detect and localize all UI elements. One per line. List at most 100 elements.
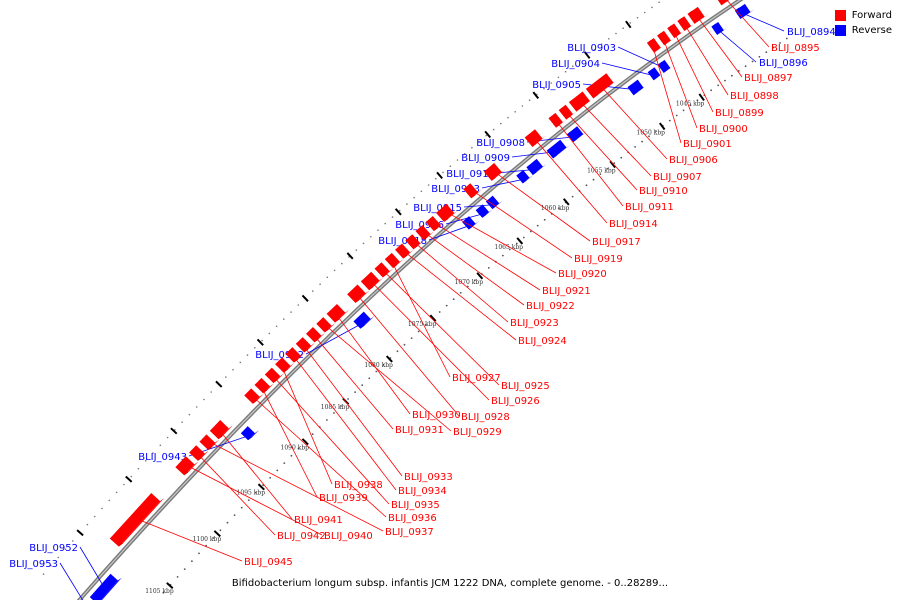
gene-face <box>475 204 490 218</box>
forward-gene <box>436 203 459 222</box>
inner-scale-dot <box>333 269 336 272</box>
leader-line <box>511 150 559 158</box>
inner-tick-mark <box>532 91 540 99</box>
scale-dot <box>417 330 420 333</box>
forward-gene-label: BLIJ_0900 <box>699 124 748 135</box>
reverse-gene-label: BLIJ_0904 <box>551 59 600 70</box>
inner-scale-dot <box>377 229 379 231</box>
inner-scale-dot <box>159 444 162 447</box>
inner-scale-dot <box>449 165 452 167</box>
leader-line <box>445 212 485 225</box>
leader-line <box>576 98 652 177</box>
leader-line <box>399 247 517 341</box>
inner-scale-dot <box>290 311 292 313</box>
forward-gene-label: BLIJ_0930 <box>412 410 461 421</box>
forward-gene <box>199 434 220 450</box>
inner-scale-dot <box>471 146 473 149</box>
inner-scale-dot <box>101 507 103 510</box>
inner-scale-dot <box>326 276 329 279</box>
scale-dot <box>226 521 229 524</box>
scale-dot <box>641 140 643 143</box>
leader-line <box>379 266 500 386</box>
scale-dot <box>744 65 747 68</box>
leader-line <box>216 426 293 520</box>
forward-gene-label: BLIJ_0940 <box>324 531 373 542</box>
inner-tick-mark <box>301 294 309 302</box>
forward-gene-label: BLIJ_0931 <box>395 425 444 436</box>
tick-mark <box>658 122 666 131</box>
tick-label: 1095 kbp <box>237 490 266 497</box>
caption: Bifidobacterium longum subsp. infantis J… <box>231 578 669 589</box>
tick-label: 1045 kbp <box>676 101 705 108</box>
inner-scale-dot <box>521 105 524 107</box>
inner-scale-dot <box>370 236 372 238</box>
forward-gene-label: BLIJ_0920 <box>558 269 607 280</box>
leader-line <box>442 209 557 274</box>
leader-line <box>481 178 525 189</box>
forward-gene <box>657 30 675 46</box>
gene-face <box>627 79 644 96</box>
forward-gene-label: BLIJ_0942 <box>277 531 326 542</box>
scale-dot <box>675 114 678 117</box>
inner-scale-dot <box>239 361 242 364</box>
forward-gene-label: BLIJ_0937 <box>385 527 434 538</box>
inner-scale-dot <box>181 421 183 424</box>
reverse-gene <box>485 195 504 210</box>
inner-tick-mark <box>256 338 264 346</box>
reverse-gene <box>627 79 648 96</box>
leader-line <box>719 30 757 63</box>
inner-scale-dot <box>283 318 285 320</box>
inner-scale-dot <box>384 222 387 225</box>
inner-scale-dot <box>579 59 581 62</box>
scale-dot <box>543 218 546 221</box>
gene-face <box>240 426 255 441</box>
scale-dot <box>276 469 279 472</box>
scale-dot <box>529 230 532 233</box>
gene-face <box>657 59 671 73</box>
reverse-gene-label: BLIJ_0912 <box>446 169 495 180</box>
gene-face <box>436 203 455 222</box>
scale-dot <box>737 70 740 72</box>
leader-line <box>300 341 403 477</box>
leader-line <box>310 331 394 430</box>
gene-face <box>526 158 543 175</box>
gene-top <box>576 97 594 112</box>
inner-scale-dot <box>391 216 394 218</box>
inner-tick-mark <box>76 529 84 537</box>
gene-face <box>516 170 530 184</box>
inner-scale-dot <box>442 171 444 174</box>
leader-line <box>552 116 624 207</box>
inner-scale-dot <box>297 304 300 306</box>
scale-dot <box>731 74 733 77</box>
leader-line <box>601 62 656 77</box>
inner-scale-dot <box>629 22 632 24</box>
leader-line <box>332 310 411 415</box>
leader-line <box>279 362 333 485</box>
gene-face <box>199 434 216 450</box>
forward-gene-label: BLIJ_0939 <box>319 493 368 504</box>
forward-gene <box>384 252 404 268</box>
inner-scale-dot <box>137 467 140 470</box>
leader-line <box>463 204 495 208</box>
reverse-gene <box>566 126 588 143</box>
inner-scale-dot <box>398 209 401 212</box>
scale-dot <box>326 419 328 421</box>
reverse-gene-label: BLIJ_0953 <box>9 559 58 570</box>
gene-face <box>647 38 661 53</box>
tick-label: 1070 kbp <box>455 279 484 286</box>
inner-scale-dot <box>50 564 52 567</box>
inner-scale-dot <box>463 153 466 155</box>
inner-tick-mark <box>394 208 402 216</box>
inner-scale-dot <box>528 99 531 101</box>
gene-face <box>483 162 502 181</box>
inner-scale-dot <box>319 283 321 286</box>
leader-line <box>496 168 537 174</box>
scale-dot <box>613 162 616 165</box>
forward-gene-label: BLIJ_0924 <box>518 336 567 347</box>
tick-label: 1105 kbp <box>145 588 174 595</box>
inner-tick-mark <box>346 252 354 260</box>
reverse-gene-label: BLIJ_0943 <box>138 452 187 463</box>
inner-scale-dot <box>225 376 227 378</box>
gene-face <box>566 126 584 143</box>
